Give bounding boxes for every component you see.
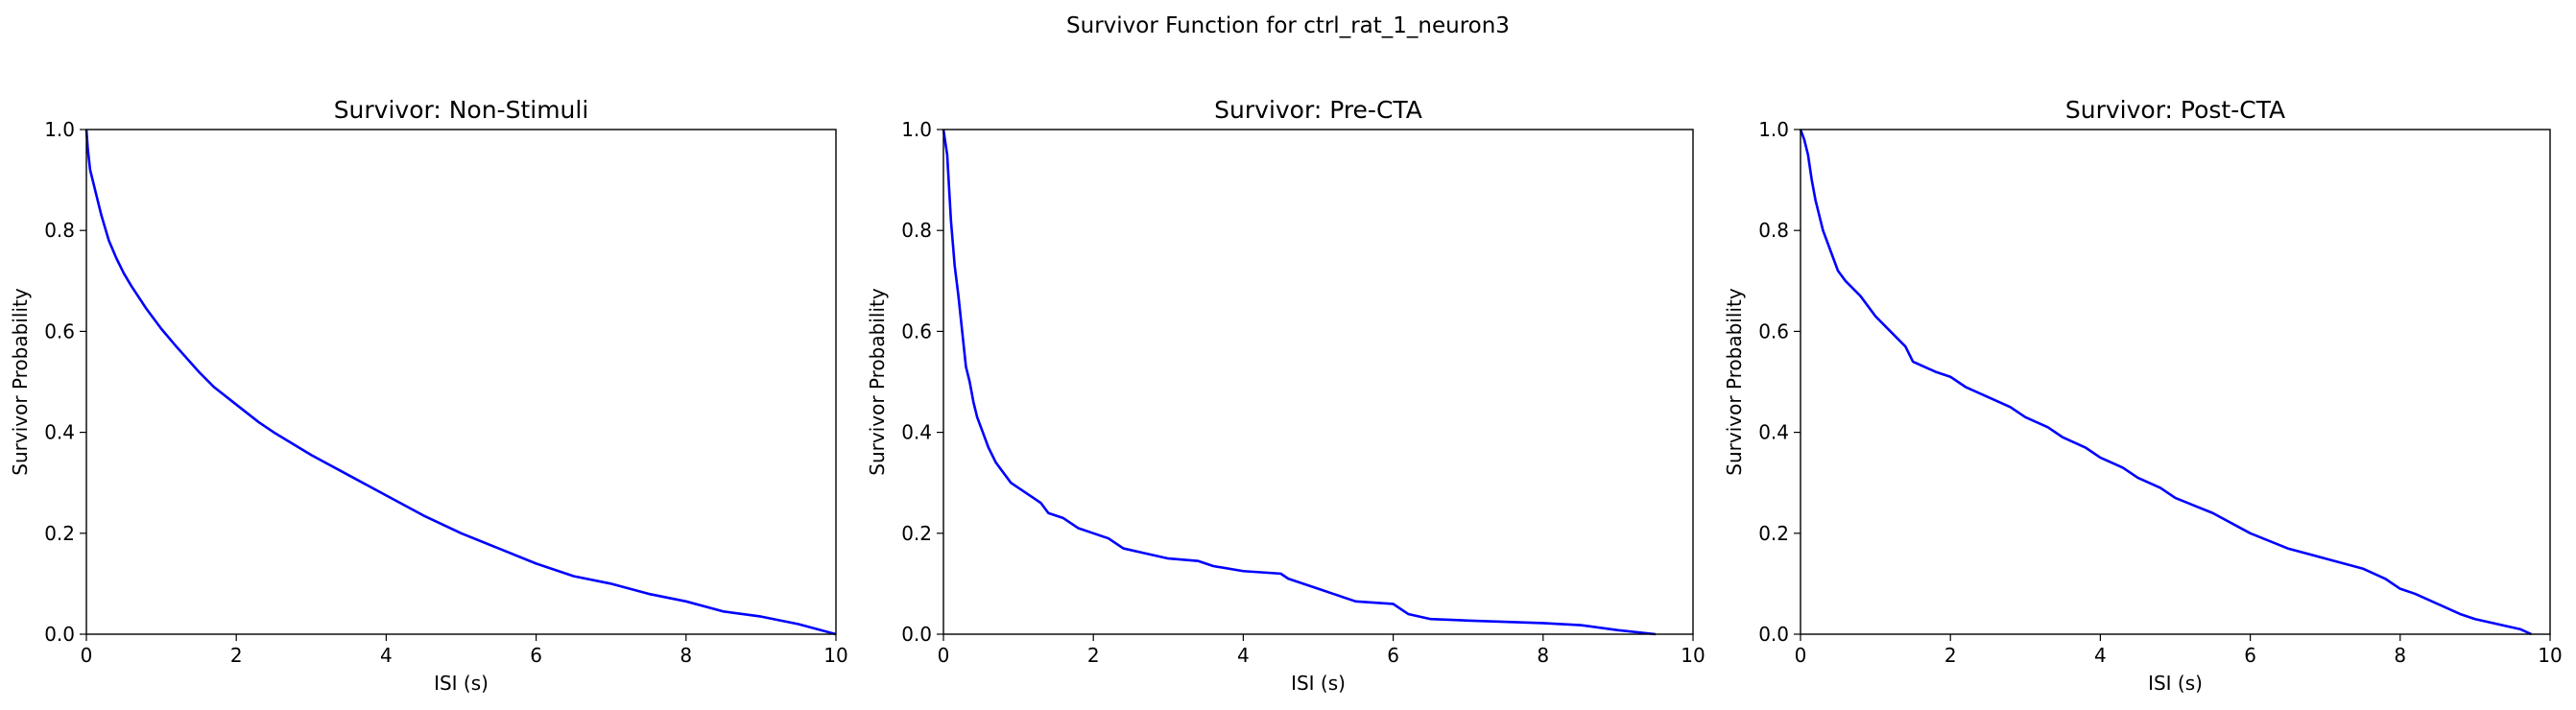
survivor-curve-line xyxy=(1799,129,2533,636)
x-tick-label: 0 xyxy=(938,644,950,667)
y-tick-label: 0.4 xyxy=(44,421,75,444)
x-tick-label: 10 xyxy=(2538,644,2562,667)
y-tick-label: 0.4 xyxy=(901,421,932,444)
y-tick-label: 0.2 xyxy=(44,522,75,545)
y-tick-label: 1.0 xyxy=(44,118,75,141)
y-axis-label: Survivor Probability xyxy=(1723,288,1746,476)
subplot-title: Survivor: Non-Stimuli xyxy=(334,96,589,124)
y-tick-label: 0.2 xyxy=(1758,522,1789,545)
y-tick-label: 0.8 xyxy=(901,219,932,242)
x-tick-label: 6 xyxy=(530,644,542,667)
x-tick-label: 0 xyxy=(1795,644,1807,667)
y-tick-label: 0.6 xyxy=(901,320,932,343)
axes-frame xyxy=(942,129,1694,635)
figure-suptitle: Survivor Function for ctrl_rat_1_neuron3 xyxy=(1066,13,1510,38)
subplot-title: Survivor: Pre-CTA xyxy=(1214,96,1422,124)
x-axis-label: ISI (s) xyxy=(2148,672,2203,695)
x-axis-label: ISI (s) xyxy=(1291,672,1346,695)
x-tick-label: 6 xyxy=(2244,644,2256,667)
x-tick-label: 6 xyxy=(1387,644,1399,667)
x-tick-label: 8 xyxy=(2394,644,2406,667)
axes-frame xyxy=(85,129,837,635)
axes-frame xyxy=(1800,129,2551,635)
y-tick-label: 0.4 xyxy=(1758,421,1789,444)
subplot-2: Survivor: Pre-CTA 0 2 4 6 8 10 0.0 0.2 0.4 0.6 0.8 1… xyxy=(866,96,1705,695)
y-tick-label: 0.0 xyxy=(1758,623,1789,646)
x-tick-label: 8 xyxy=(680,644,692,667)
survivor-curve-line xyxy=(942,129,1657,636)
y-tick-label: 0.2 xyxy=(901,522,932,545)
y-tick-label: 1.0 xyxy=(901,118,932,141)
x-tick-label: 2 xyxy=(1087,644,1100,667)
y-tick-label: 1.0 xyxy=(1758,118,1789,141)
y-tick-label: 0.6 xyxy=(1758,320,1789,343)
panels: Survivor: Non-Stimuli 0 2 4 6 8 10 0.0 0.2 0.4 0.6… xyxy=(9,96,2563,695)
y-tick-label: 0.6 xyxy=(44,320,75,343)
y-tick-label: 0.0 xyxy=(901,623,932,646)
subplot-title: Survivor: Post-CTA xyxy=(2065,96,2285,124)
x-tick-label: 10 xyxy=(823,644,847,667)
x-tick-label: 10 xyxy=(1681,644,1705,667)
y-tick-label: 0.0 xyxy=(44,623,75,646)
x-tick-label: 8 xyxy=(1537,644,1549,667)
subplot-3: Survivor: Post-CTA 0 2 4 6 8 10 0.0 0.2 0.4 0.6 0.8… xyxy=(1723,96,2563,695)
subplot-1: Survivor: Non-Stimuli 0 2 4 6 8 10 0.0 0.2 0.4 0.6… xyxy=(9,96,848,695)
y-axis-label: Survivor Probability xyxy=(9,288,32,476)
x-tick-label: 4 xyxy=(2094,644,2107,667)
x-tick-label: 0 xyxy=(81,644,93,667)
x-axis-label: ISI (s) xyxy=(434,672,489,695)
y-axis-label: Survivor Probability xyxy=(866,288,889,476)
y-tick-label: 0.8 xyxy=(1758,219,1789,242)
y-tick-label: 0.8 xyxy=(44,219,75,242)
x-tick-label: 4 xyxy=(1237,644,1250,667)
survivor-curve-line xyxy=(84,129,837,636)
x-tick-label: 2 xyxy=(1944,644,1957,667)
x-tick-label: 4 xyxy=(380,644,393,667)
x-tick-label: 2 xyxy=(230,644,243,667)
